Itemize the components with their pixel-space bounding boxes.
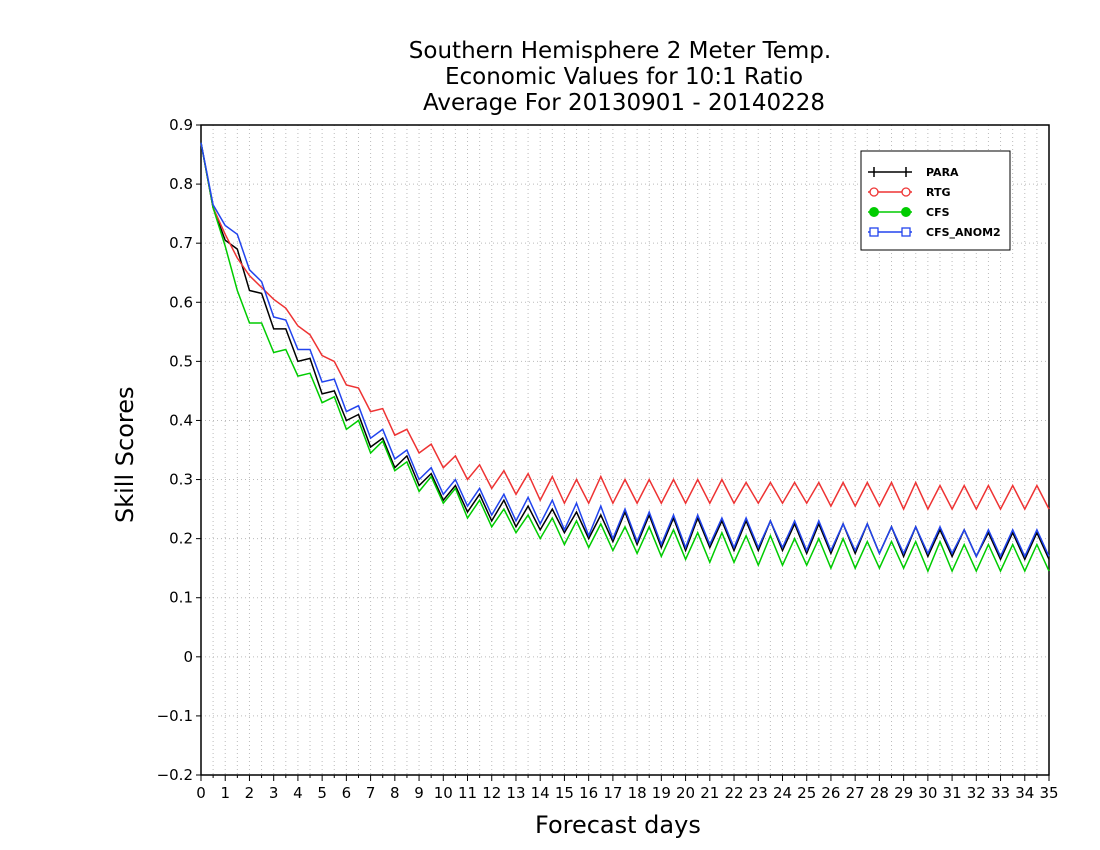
series-line-rtg xyxy=(200,142,1050,511)
x-axis-label: Forecast days xyxy=(535,811,701,839)
x-tick-label: 0 xyxy=(196,784,206,802)
y-tick-label: 0.4 xyxy=(169,411,193,429)
legend-label-cfs_anom2: CFS_ANOM2 xyxy=(926,226,1001,239)
x-tick-label: 27 xyxy=(846,784,865,802)
x-tick-label: 18 xyxy=(628,784,647,802)
x-tick-label: 24 xyxy=(773,784,792,802)
y-tick-label: 0.2 xyxy=(169,530,193,548)
x-tick-label: 7 xyxy=(366,784,376,802)
chart-title-line-3: Average For 20130901 - 20140228 xyxy=(423,90,825,116)
y-tick-label: 0 xyxy=(183,648,193,666)
legend-marker xyxy=(901,207,911,217)
x-tick-label: 20 xyxy=(676,784,695,802)
legend-marker xyxy=(901,227,911,237)
x-tick-label: 21 xyxy=(700,784,719,802)
legend-marker xyxy=(901,187,911,197)
x-tick-label: 10 xyxy=(434,784,453,802)
x-tick-label: 3 xyxy=(269,784,279,802)
x-tick-label: 23 xyxy=(749,784,768,802)
y-axis: −0.2 −0.1 0 0.1 0.2 0.3 0.4 0.5 0.6 0.7 0.8 0.9 xyxy=(157,116,201,784)
legend-label-para: PARA xyxy=(926,166,959,179)
x-tick-label: 6 xyxy=(342,784,352,802)
chart-title-line-1: Southern Hemisphere 2 Meter Temp. xyxy=(409,38,831,64)
x-tick-label: 5 xyxy=(317,784,327,802)
x-tick-label: 19 xyxy=(652,784,671,802)
x-tick-label: 28 xyxy=(870,784,889,802)
x-tick-label: 2 xyxy=(245,784,255,802)
y-axis-label: Skill Scores xyxy=(111,387,139,524)
y-tick-label: −0.1 xyxy=(157,707,193,725)
legend-marker xyxy=(869,207,879,217)
legend-box xyxy=(860,150,1011,251)
series-group xyxy=(200,142,1050,574)
x-tick-label: 8 xyxy=(390,784,400,802)
y-tick-label: 0.3 xyxy=(169,471,193,489)
legend-marker xyxy=(869,187,879,197)
x-tick-label: 25 xyxy=(797,784,816,802)
x-tick-label: 26 xyxy=(821,784,840,802)
legend-marker xyxy=(869,227,879,237)
y-tick-label: −0.2 xyxy=(157,766,193,784)
y-tick-label: 0.6 xyxy=(169,293,193,311)
y-tick-label: 0.7 xyxy=(169,234,193,252)
x-tick-label: 17 xyxy=(603,784,622,802)
x-tick-label: 15 xyxy=(555,784,574,802)
legend-label-cfs: CFS xyxy=(926,206,950,219)
x-tick-label: 34 xyxy=(1015,784,1034,802)
legend: PARA RTG CFS CFS_ANOM2 xyxy=(860,150,1011,251)
x-tick-label: 1 xyxy=(220,784,230,802)
x-tick-label: 22 xyxy=(724,784,743,802)
x-tick-label: 13 xyxy=(506,784,525,802)
x-tick-label: 35 xyxy=(1039,784,1058,802)
x-tick-label: 11 xyxy=(458,784,477,802)
x-tick-label: 31 xyxy=(943,784,962,802)
legend-label-rtg: RTG xyxy=(926,186,951,199)
series-line-cfs_anom2 xyxy=(200,142,1050,559)
y-tick-label: 0.9 xyxy=(169,116,193,134)
series-line-para xyxy=(200,142,1050,562)
x-tick-label: 14 xyxy=(531,784,550,802)
y-tick-label: 0.8 xyxy=(169,175,193,193)
chart-title-line-2: Economic Values for 10:1 Ratio xyxy=(445,64,803,90)
x-axis: 0 1 2 3 4 5 6 7 8 9 10 11 12 13 14 15 16 17 18 19 20 21 22 23 24… xyxy=(196,775,1059,802)
x-tick-label: 33 xyxy=(991,784,1010,802)
x-tick-label: 16 xyxy=(579,784,598,802)
x-tick-label: 12 xyxy=(482,784,501,802)
x-tick-label: 29 xyxy=(894,784,913,802)
x-tick-label: 30 xyxy=(918,784,937,802)
x-tick-label: 32 xyxy=(967,784,986,802)
y-tick-label: 0.1 xyxy=(169,589,193,607)
x-tick-label: 9 xyxy=(414,784,424,802)
y-tick-label: 0.5 xyxy=(169,352,193,370)
x-tick-label: 4 xyxy=(293,784,303,802)
series-line-cfs xyxy=(200,142,1050,574)
